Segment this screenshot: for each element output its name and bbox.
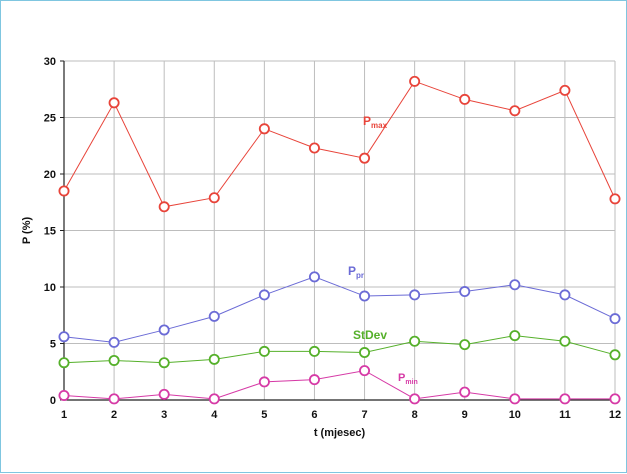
data-point — [359, 290, 371, 302]
data-point — [308, 271, 320, 283]
series-labels: Pmax Ppr StDev Pmin — [348, 114, 418, 386]
series-label: Pmax — [363, 114, 388, 130]
x-tick-label: 4 — [211, 409, 218, 421]
x-tick-label: 2 — [111, 409, 117, 421]
grid — [63, 60, 616, 401]
data-point — [609, 393, 621, 405]
data-point — [509, 105, 521, 117]
y-axis-title: P (%) — [21, 217, 33, 245]
data-point — [559, 393, 571, 405]
data-point — [158, 388, 170, 400]
data-point — [359, 152, 371, 164]
y-tick-label: 25 — [44, 113, 56, 125]
series-line — [63, 335, 616, 364]
data-point — [258, 123, 270, 135]
data-point — [58, 185, 70, 197]
data-point — [509, 393, 521, 405]
x-tick-label: 6 — [311, 409, 317, 421]
x-axis-title: t (mjesec) — [314, 427, 366, 439]
y-tick-label: 5 — [50, 339, 56, 351]
data-point — [409, 75, 421, 87]
data-point — [58, 331, 70, 343]
x-tick-label: 5 — [261, 409, 267, 421]
data-point — [58, 357, 70, 369]
series-line — [63, 370, 615, 400]
y-tick-label: 0 — [50, 395, 56, 407]
series-label: Pmin — [398, 372, 418, 386]
data-point — [208, 192, 220, 204]
data-point — [359, 365, 371, 377]
data-point — [559, 335, 571, 347]
data-point — [258, 376, 270, 388]
series-line — [63, 80, 616, 208]
y-tick-label: 15 — [44, 226, 56, 238]
data-point — [459, 339, 471, 351]
data-point — [108, 336, 120, 348]
series-line — [63, 276, 616, 343]
x-tick-label: 1 — [61, 409, 67, 421]
data-point — [158, 201, 170, 213]
data-point — [609, 349, 621, 361]
data-point — [258, 345, 270, 357]
data-point — [459, 286, 471, 298]
data-point — [409, 393, 421, 405]
data-point — [359, 347, 371, 359]
data-point — [158, 324, 170, 336]
data-point — [308, 142, 320, 154]
x-tick-label: 11 — [559, 409, 571, 421]
data-point — [58, 389, 70, 401]
x-tick-label: 10 — [509, 409, 521, 421]
x-tick-label: 12 — [609, 409, 621, 421]
x-tick-label: 7 — [361, 409, 367, 421]
data-point — [509, 279, 521, 291]
data-point — [108, 354, 120, 366]
y-tick-label: 30 — [44, 56, 56, 68]
data-point — [208, 310, 220, 322]
series-layer — [58, 75, 621, 405]
data-point — [559, 289, 571, 301]
data-point — [108, 97, 120, 109]
y-tick-label: 10 — [44, 282, 56, 294]
x-tick-label: 3 — [161, 409, 167, 421]
data-point — [509, 330, 521, 342]
data-point — [308, 345, 320, 357]
data-point — [158, 357, 170, 369]
series-label: StDev — [353, 328, 387, 342]
data-point — [559, 84, 571, 96]
data-point — [459, 93, 471, 105]
series-label: Ppr — [348, 264, 364, 280]
data-point — [258, 289, 270, 301]
x-tick-label: 8 — [412, 409, 418, 421]
data-point — [108, 393, 120, 405]
data-point — [208, 353, 220, 365]
data-point — [609, 193, 621, 205]
y-tick-label: 20 — [44, 169, 56, 181]
data-point — [459, 386, 471, 398]
data-point — [208, 393, 220, 405]
x-tick-label: 9 — [462, 409, 468, 421]
data-point — [409, 335, 421, 347]
data-point — [409, 289, 421, 301]
data-point — [308, 374, 320, 386]
data-point — [609, 313, 621, 325]
